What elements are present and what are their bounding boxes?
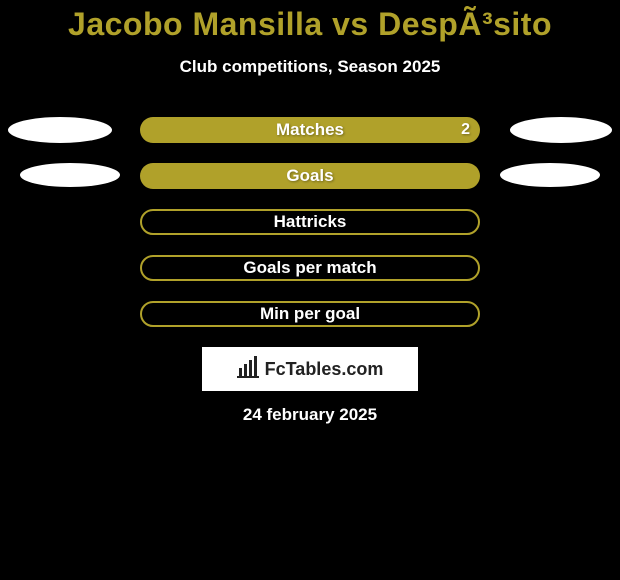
logo-text: FcTables.com: [265, 359, 384, 380]
stat-row-goals-per-match: Goals per match: [0, 255, 620, 281]
source-logo: FcTables.com: [202, 347, 418, 391]
stat-row-goals: Goals: [0, 163, 620, 189]
left-ellipse-1: [20, 163, 120, 187]
stat-bar-gpm: Goals per match: [140, 255, 480, 281]
left-ellipse-0: [8, 117, 112, 143]
right-ellipse-1: [500, 163, 600, 187]
stat-bar-matches: Matches 2: [140, 117, 480, 143]
page-subtitle: Club competitions, Season 2025: [0, 57, 620, 77]
right-ellipse-0: [510, 117, 612, 143]
date-caption: 24 february 2025: [0, 405, 620, 425]
stat-label: Goals per match: [243, 258, 376, 278]
stat-bar-goals: Goals: [140, 163, 480, 189]
stat-bar-mpg: Min per goal: [140, 301, 480, 327]
stat-value: 2: [461, 121, 470, 139]
bar-chart-icon: [237, 356, 259, 383]
stat-bar-hattricks: Hattricks: [140, 209, 480, 235]
stat-row-hattricks: Hattricks: [0, 209, 620, 235]
stat-row-matches: Matches 2: [0, 117, 620, 143]
stat-rows: Matches 2 Goals Hattricks Goals per matc…: [0, 117, 620, 327]
stat-label: Min per goal: [260, 304, 360, 324]
stat-label: Matches: [276, 120, 344, 140]
comparison-infographic: Jacobo Mansilla vs DespÃ³sito Club compe…: [0, 0, 620, 580]
stat-row-min-per-goal: Min per goal: [0, 301, 620, 327]
page-title: Jacobo Mansilla vs DespÃ³sito: [0, 0, 620, 43]
stat-label: Hattricks: [274, 212, 347, 232]
logo-inner: FcTables.com: [237, 356, 384, 383]
stat-label: Goals: [286, 166, 333, 186]
